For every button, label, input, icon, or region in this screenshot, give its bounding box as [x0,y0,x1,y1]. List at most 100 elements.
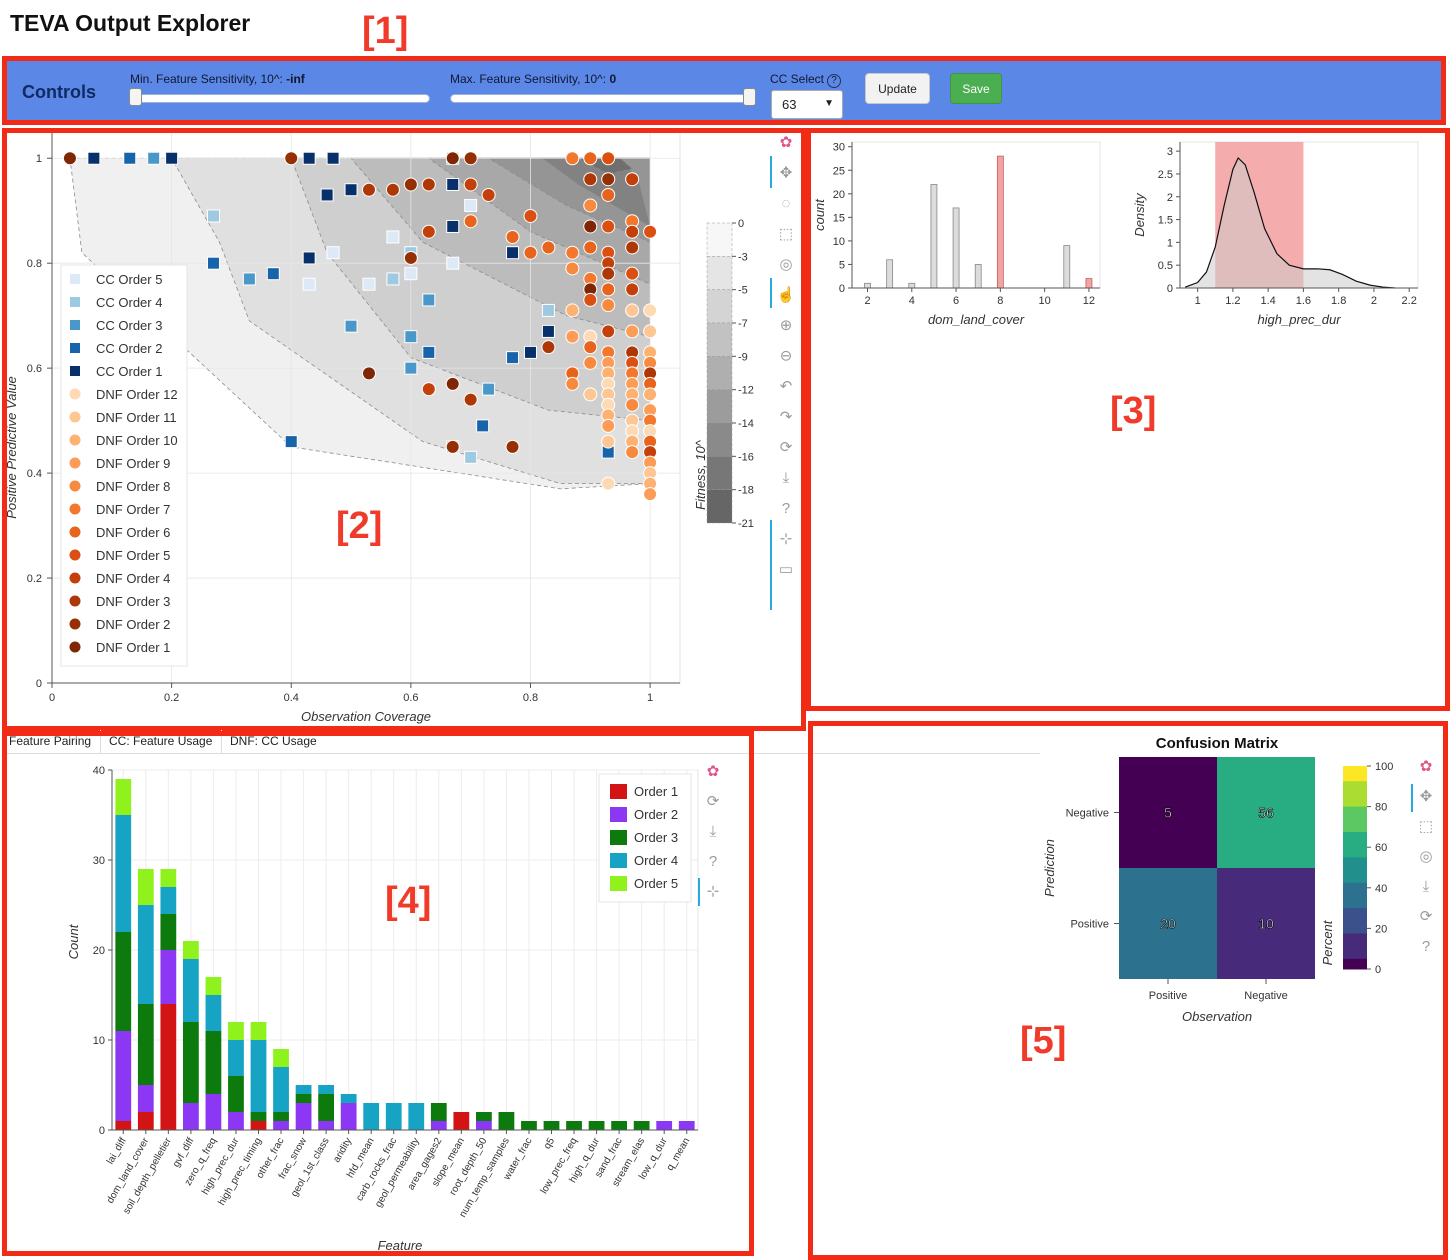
cc-point[interactable] [266,267,280,281]
dnf-point[interactable] [601,187,616,202]
stacked-bar-segment[interactable] [182,959,199,1022]
cc-point[interactable] [206,256,220,270]
help-icon[interactable]: ? [827,74,842,88]
cc-point[interactable] [206,209,220,223]
cc-point[interactable] [523,345,537,359]
tab-cc-feature-usage[interactable]: CC: Feature Usage [109,734,213,748]
cc-point[interactable] [344,183,358,197]
redo-icon[interactable]: ↷ [780,409,793,426]
stacked-bar-segment[interactable] [475,1112,492,1121]
pan-icon[interactable]: ✥ [1420,788,1433,805]
cc-point[interactable] [302,277,316,291]
dnf-point[interactable] [601,151,616,166]
tab-dnf-cc-usage[interactable]: DNF: CC Usage [230,734,317,748]
stacked-bar-segment[interactable] [160,950,177,1004]
cc-point[interactable] [404,361,418,375]
cc-point[interactable] [123,151,137,165]
stacked-bar-segment[interactable] [137,1085,154,1112]
cc-point[interactable] [386,272,400,286]
stacked-bar-segment[interactable] [475,1121,492,1130]
dnf-point[interactable] [523,245,538,260]
reset-icon[interactable]: ⟳ [1420,908,1433,925]
dnf-point[interactable] [565,245,580,260]
stacked-bar-segment[interactable] [205,1094,222,1130]
dnf-point[interactable] [445,151,460,166]
cc-point[interactable] [284,435,298,449]
dnf-point[interactable] [523,208,538,223]
save-icon[interactable]: ⤓ [710,823,717,840]
help-icon[interactable]: ? [1422,938,1430,955]
dnf-point[interactable] [421,224,436,239]
feature-distribution-plots[interactable]: 2 4 6 8 10 12051015202530dom_land_covercount1… [808,130,1448,710]
cc-point[interactable] [422,293,436,307]
pan-icon[interactable]: ✥ [780,165,793,182]
stacked-bar-segment[interactable] [318,1121,335,1130]
cc-point[interactable] [446,219,460,233]
stacked-bar-segment[interactable] [115,1121,132,1130]
dnf-point[interactable] [361,366,376,381]
stacked-bar-segment[interactable] [160,1004,177,1130]
save-button[interactable]: Save [950,73,1002,104]
cc-point[interactable] [482,382,496,396]
dnf-point[interactable] [403,177,418,192]
stacked-bar-segment[interactable] [408,1103,425,1130]
dnf-point[interactable] [565,376,580,391]
bokeh-logo-icon[interactable]: ✿ [1420,758,1433,775]
scatter-plot[interactable]: 0 0.2 0.4 0.6 0.8 1 0 0.2 0.4 0.6 0.8 1 Observation … [0,130,805,730]
wheel-zoom-icon[interactable]: ◎ [1419,848,1432,865]
lasso-icon[interactable]: ◌ [782,195,791,212]
reset-icon[interactable]: ⟳ [707,793,720,810]
dnf-point[interactable] [625,172,640,187]
dnf-point[interactable] [625,224,640,239]
stacked-bar-segment[interactable] [205,977,222,995]
zoom-out-icon[interactable]: ⊖ [780,348,793,365]
stacked-bar-segment[interactable] [160,869,177,887]
dnf-point[interactable] [601,476,616,491]
dnf-point[interactable] [583,340,598,355]
cc-point[interactable] [464,198,478,212]
stacked-bar-segment[interactable] [318,1085,335,1094]
dnf-point[interactable] [601,418,616,433]
cc-point[interactable] [506,351,520,365]
cc-select[interactable]: 63 ▼ [771,90,843,119]
stacked-bar-segment[interactable] [295,1094,312,1103]
cc-point[interactable] [147,151,161,165]
dnf-point[interactable] [463,177,478,192]
stacked-bar-segment[interactable] [295,1103,312,1130]
cc-point[interactable] [446,256,460,270]
dnf-point[interactable] [481,187,496,202]
cc-point[interactable] [541,303,555,317]
dnf-point[interactable] [583,387,598,402]
dnf-point[interactable] [505,439,520,454]
save-icon[interactable]: ⤓ [783,470,790,487]
stacked-bar-segment[interactable] [611,1121,628,1130]
stacked-bar-segment[interactable] [521,1121,537,1130]
stacked-bar-segment[interactable] [566,1121,582,1130]
dnf-point[interactable] [643,487,658,502]
stacked-bar-segment[interactable] [453,1112,470,1130]
stacked-bar-segment[interactable] [678,1121,695,1130]
confusion-cell[interactable] [1119,868,1217,979]
hover-icon[interactable]: ▭ [779,561,793,578]
stacked-bar-segment[interactable] [205,1031,222,1094]
stacked-bar-segment[interactable] [182,941,199,959]
dnf-point[interactable] [601,266,616,281]
stacked-bar-segment[interactable] [137,1004,154,1085]
stacked-bar-segment[interactable] [543,1121,560,1130]
dnf-point[interactable] [505,229,520,244]
dnf-point[interactable] [565,303,580,318]
stacked-bar-segment[interactable] [228,1112,244,1130]
cc-point[interactable] [464,450,478,464]
stacked-bar-segment[interactable] [115,932,132,1031]
dnf-point[interactable] [601,324,616,339]
dnf-point[interactable] [583,292,598,307]
stacked-bar-segment[interactable] [340,1094,357,1103]
confusion-cell[interactable] [1119,757,1217,868]
dnf-point[interactable] [463,392,478,407]
zoom-in-icon[interactable]: ⊕ [780,317,793,334]
stacked-bar-segment[interactable] [137,1112,154,1130]
dnf-point[interactable] [583,172,598,187]
dnf-point[interactable] [643,224,658,239]
help-icon[interactable]: ? [782,500,790,517]
stacked-bar-segment[interactable] [430,1103,447,1121]
